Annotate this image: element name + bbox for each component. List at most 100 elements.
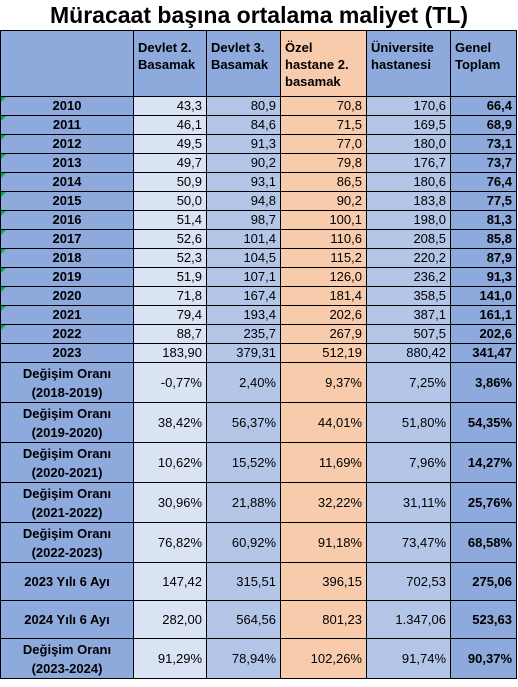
- table-row: 2023 Yılı 6 Ayı 147,42 315,51 396,15 702,53 2…: [0, 562, 517, 601]
- table-cell: 73,7: [450, 153, 517, 173]
- table-cell: 512,19: [280, 343, 367, 363]
- table-cell: 702,53: [366, 562, 451, 601]
- table-cell: 85,8: [450, 229, 517, 249]
- table-cell: 523,63: [450, 600, 517, 639]
- table-row: 2015 50,0 94,8 90,2 183,8 77,5: [0, 191, 517, 211]
- table-cell: 181,4: [280, 286, 367, 306]
- table-row: Değişim Oranı (2021-2022) 30,96% 21,88% 32,…: [0, 482, 517, 523]
- table-cell: 183,90: [133, 343, 207, 363]
- table-cell: 170,6: [366, 96, 451, 116]
- table-row: 2023 183,90 379,31 512,19 880,42 341,47: [0, 343, 517, 363]
- table-cell: 147,42: [133, 562, 207, 601]
- row-label: 2011: [0, 115, 134, 135]
- table-cell: 21,88%: [206, 482, 281, 523]
- table-cell: 9,37%: [280, 362, 367, 403]
- row-label: 2013: [0, 153, 134, 173]
- table-cell: 68,9: [450, 115, 517, 135]
- table-cell: 15,52%: [206, 442, 281, 483]
- table-cell: 91,74%: [366, 638, 451, 679]
- table-row: 2024 Yılı 6 Ayı 282,00 564,56 801,23 1.347,0…: [0, 600, 517, 639]
- table-row: 2020 71,8 167,4 181,4 358,5 141,0: [0, 286, 517, 306]
- table-cell: 52,6: [133, 229, 207, 249]
- table-row: Değişim Oranı (2023-2024) 91,29% 78,94% 102…: [0, 638, 517, 679]
- table-cell: 84,6: [206, 115, 281, 135]
- table-row: Değişim Oranı (2022-2023) 76,82% 60,92% 91,…: [0, 522, 517, 563]
- table-cell: 60,92%: [206, 522, 281, 563]
- table-cell: 51,80%: [366, 402, 451, 443]
- row-label: Değişim Oranı (2022-2023): [0, 522, 134, 563]
- row-label: 2018: [0, 248, 134, 268]
- row-label: Değişim Oranı (2019-2020): [0, 402, 134, 443]
- row-label: Değişim Oranı (2018-2019): [0, 362, 134, 403]
- table-cell: 180,0: [366, 134, 451, 154]
- table-cell: 76,82%: [133, 522, 207, 563]
- table-cell: 3,86%: [450, 362, 517, 403]
- table-cell: 56,37%: [206, 402, 281, 443]
- table-cell: 77,0: [280, 134, 367, 154]
- table-cell: 110,6: [280, 229, 367, 249]
- table-row: Değişim Oranı (2018-2019) -0,77% 2,40% 9,37…: [0, 362, 517, 403]
- table-cell: 183,8: [366, 191, 451, 211]
- table-cell: 7,25%: [366, 362, 451, 403]
- cost-table: Devlet 2. Basamak Devlet 3. Basamak Özel h…: [0, 30, 517, 679]
- table-title: Müracaat başına ortalama maliyet (TL): [50, 2, 468, 28]
- table-cell: 54,35%: [450, 402, 517, 443]
- table-cell: 71,5: [280, 115, 367, 135]
- table-cell: 115,2: [280, 248, 367, 268]
- table-cell: 46,1: [133, 115, 207, 135]
- row-label: Değişim Oranı (2023-2024): [0, 638, 134, 679]
- row-label: 2021: [0, 305, 134, 325]
- column-header: Üniversite hastanesi: [366, 30, 451, 97]
- table-row: 2017 52,6 101,4 110,6 208,5 85,8: [0, 229, 517, 249]
- row-label: 2019: [0, 267, 134, 287]
- table-cell: 880,42: [366, 343, 451, 363]
- table-cell: 180,6: [366, 172, 451, 192]
- table-cell: 50,0: [133, 191, 207, 211]
- table-cell: 91,29%: [133, 638, 207, 679]
- table-cell: 10,62%: [133, 442, 207, 483]
- table-cell: 91,18%: [280, 522, 367, 563]
- table-cell: 90,2: [206, 153, 281, 173]
- table-cell: 81,3: [450, 210, 517, 230]
- table-cell: 275,06: [450, 562, 517, 601]
- column-header: Özel hastane 2. basamak: [280, 30, 367, 97]
- row-label: 2023 Yılı 6 Ayı: [0, 562, 134, 601]
- table-cell: 102,26%: [280, 638, 367, 679]
- table-cell: 31,11%: [366, 482, 451, 523]
- table-cell: 49,7: [133, 153, 207, 173]
- table-cell: 43,3: [133, 96, 207, 116]
- table-cell: 564,56: [206, 600, 281, 639]
- row-label: 2014: [0, 172, 134, 192]
- row-label: 2017: [0, 229, 134, 249]
- table-cell: 100,1: [280, 210, 367, 230]
- table-cell: 44,01%: [280, 402, 367, 443]
- table-cell: 379,31: [206, 343, 281, 363]
- table-cell: 80,9: [206, 96, 281, 116]
- table-cell: 73,1: [450, 134, 517, 154]
- table-cell: 267,9: [280, 324, 367, 344]
- table-cell: 91,3: [206, 134, 281, 154]
- column-header: Devlet 2. Basamak: [133, 30, 207, 97]
- table-cell: 91,3: [450, 267, 517, 287]
- table-cell: 161,1: [450, 305, 517, 325]
- table-row: 2011 46,1 84,6 71,5 169,5 68,9: [0, 115, 517, 135]
- table-cell: 30,96%: [133, 482, 207, 523]
- table-row: 2013 49,7 90,2 79,8 176,7 73,7: [0, 153, 517, 173]
- table-row: 2018 52,3 104,5 115,2 220,2 87,9: [0, 248, 517, 268]
- table-cell: -0,77%: [133, 362, 207, 403]
- table-cell: 73,47%: [366, 522, 451, 563]
- table-cell: 7,96%: [366, 442, 451, 483]
- table-row: 2019 51,9 107,1 126,0 236,2 91,3: [0, 267, 517, 287]
- table-cell: 93,1: [206, 172, 281, 192]
- table-cell: 87,9: [450, 248, 517, 268]
- table-cell: 14,27%: [450, 442, 517, 483]
- table-row: 2022 88,7 235,7 267,9 507,5 202,6: [0, 324, 517, 344]
- table-cell: 90,37%: [450, 638, 517, 679]
- table-cell: 176,7: [366, 153, 451, 173]
- row-label: 2016: [0, 210, 134, 230]
- table-cell: 71,8: [133, 286, 207, 306]
- row-label: 2020: [0, 286, 134, 306]
- table-cell: 167,4: [206, 286, 281, 306]
- table-row: 2021 79,4 193,4 202,6 387,1 161,1: [0, 305, 517, 325]
- row-label: 2022: [0, 324, 134, 344]
